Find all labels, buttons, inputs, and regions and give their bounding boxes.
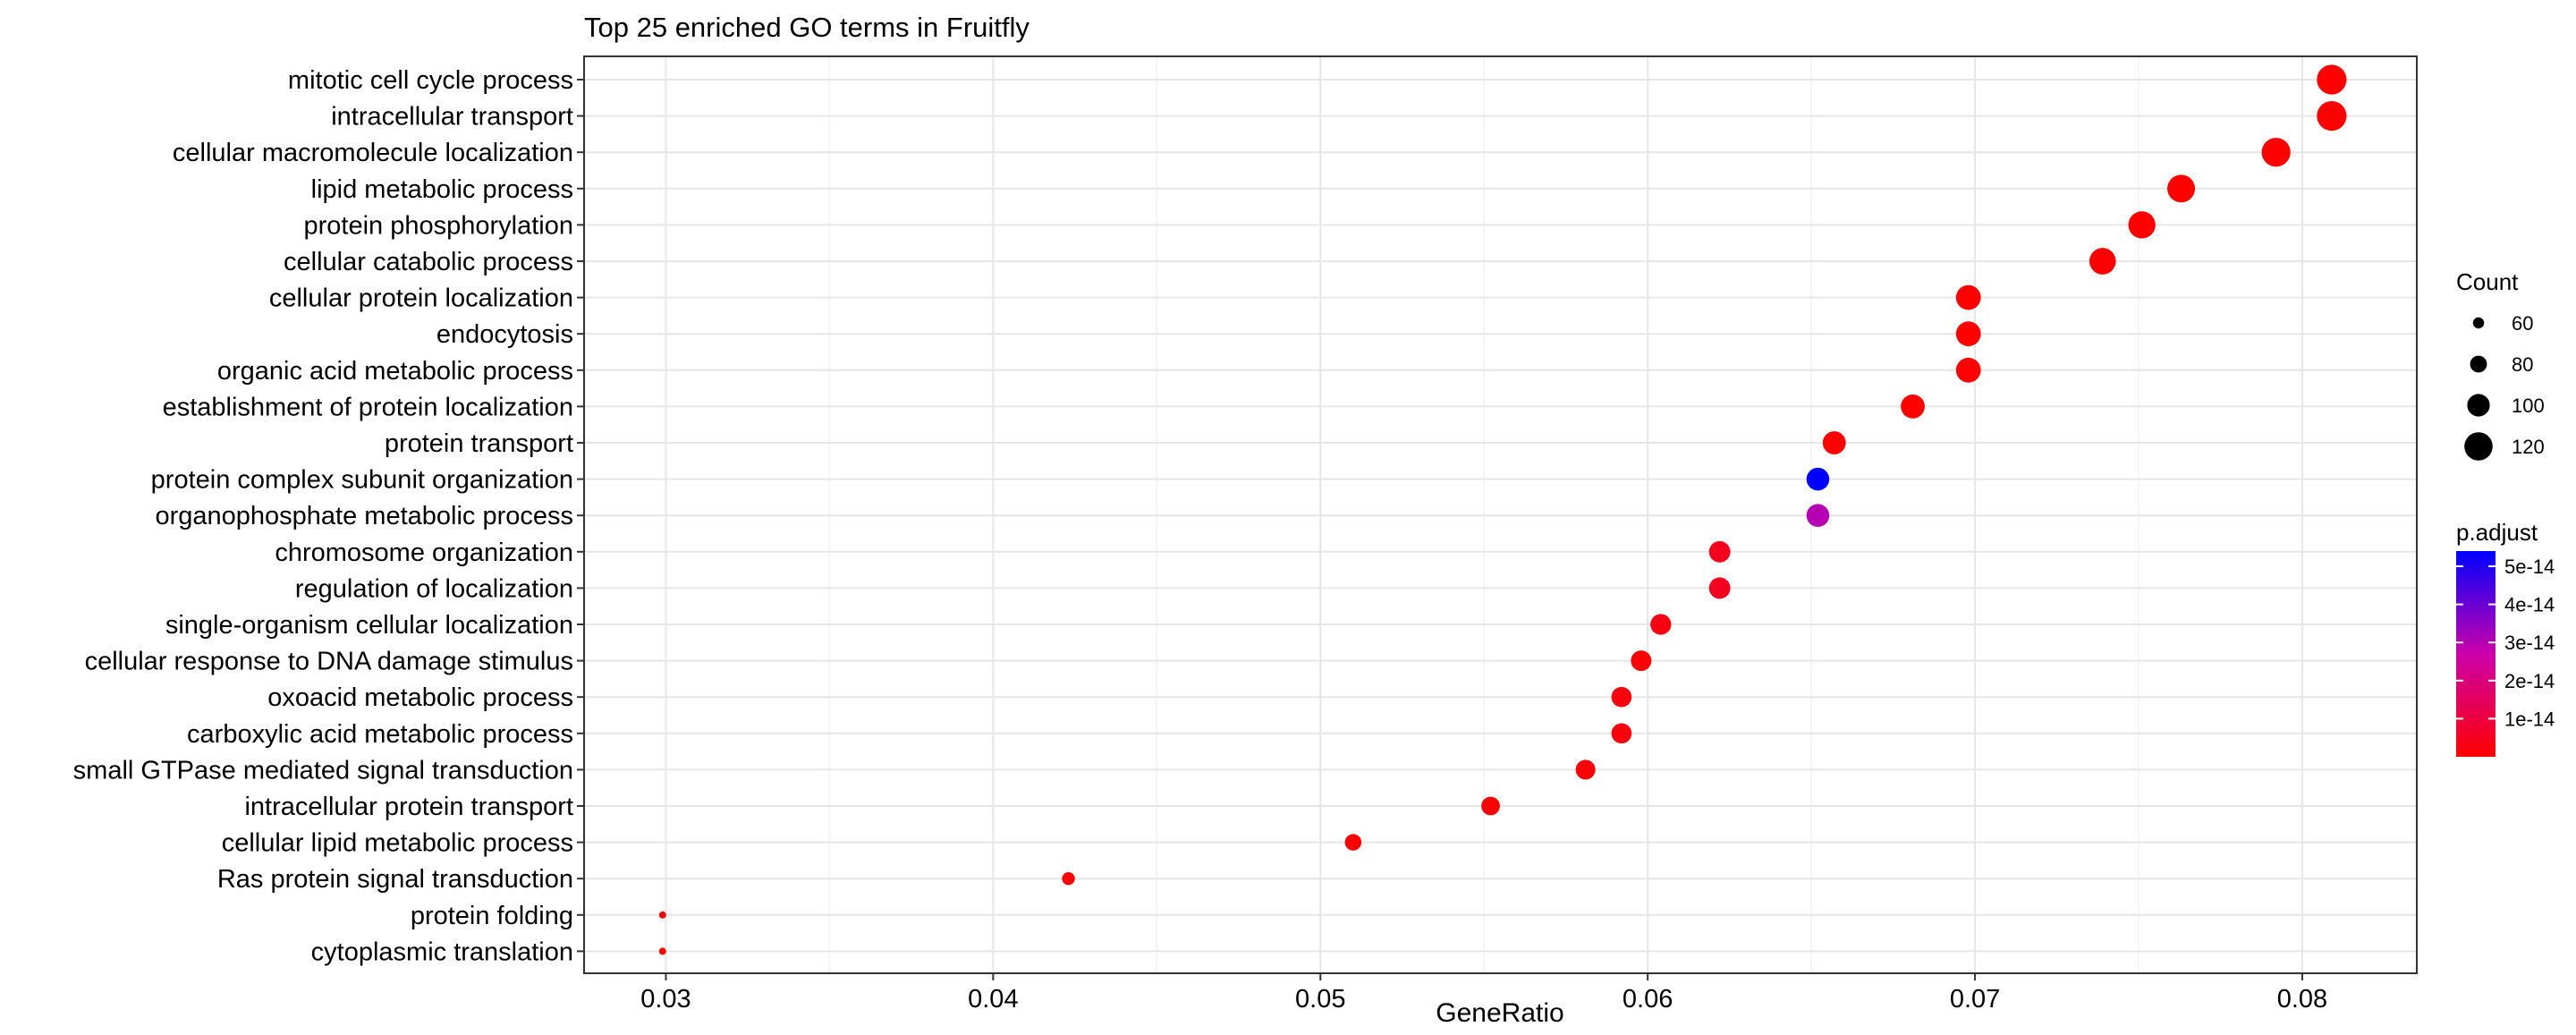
data-point xyxy=(1708,540,1731,563)
data-point xyxy=(1611,723,1632,744)
data-point xyxy=(658,911,666,919)
color-legend-label: 3e-14 xyxy=(2504,632,2555,654)
y-tick-label: mitotic cell cycle process xyxy=(288,66,573,95)
data-point xyxy=(1575,759,1596,780)
y-tick-label: protein phosphorylation xyxy=(304,211,573,240)
data-point xyxy=(1650,614,1672,635)
y-tick-label: establishment of protein localization xyxy=(163,393,573,421)
y-tick-label: protein transport xyxy=(385,429,573,458)
y-tick-label: regulation of localization xyxy=(295,574,573,603)
y-tick-label: protein folding xyxy=(411,902,573,930)
color-legend-label: 1e-14 xyxy=(2504,708,2555,730)
data-point xyxy=(2317,101,2347,131)
y-tick-label: organic acid metabolic process xyxy=(217,357,573,386)
data-point xyxy=(1901,394,1925,419)
data-point xyxy=(1806,504,1830,527)
y-tick-label: small GTPase mediated signal transductio… xyxy=(73,756,573,785)
y-tick-label: cellular protein localization xyxy=(269,284,573,313)
x-tick-label: 0.03 xyxy=(640,985,691,1014)
data-point xyxy=(2089,248,2116,275)
y-tick-label: oxoacid metabolic process xyxy=(267,683,573,712)
x-tick-label: 0.08 xyxy=(2277,985,2327,1014)
y-tick-label: endocytosis xyxy=(436,320,573,349)
data-point xyxy=(1955,321,1981,347)
data-point xyxy=(1955,357,1981,383)
x-tick-label: 0.06 xyxy=(1623,985,1673,1014)
y-axis-labels: mitotic cell cycle process intracellular … xyxy=(73,66,584,966)
data-point xyxy=(1708,577,1731,599)
x-axis-title: GeneRatio xyxy=(1436,998,1563,1028)
y-tick-label: cytoplasmic translation xyxy=(311,937,573,966)
color-legend-label: 2e-14 xyxy=(2504,670,2555,692)
color-legend: p.adjust 1e-14 2e-14 3e-14 4e-14 5e-14 xyxy=(2456,519,2555,757)
y-tick-label: cellular lipid metabolic process xyxy=(222,829,573,858)
y-tick-label: cellular catabolic process xyxy=(284,248,573,276)
y-tick-label: intracellular transport xyxy=(331,103,573,131)
y-tick-label: chromosome organization xyxy=(275,539,573,567)
size-legend-label: 100 xyxy=(2512,394,2545,417)
data-point xyxy=(2128,211,2156,239)
data-point xyxy=(1631,650,1652,672)
data-point xyxy=(658,947,666,955)
data-point xyxy=(1806,467,1830,491)
size-legend-label: 60 xyxy=(2512,312,2533,335)
data-point xyxy=(2167,174,2196,203)
y-tick-label: carboxylic acid metabolic process xyxy=(187,720,573,749)
size-legend: Count 60 80 100 120 xyxy=(2456,268,2545,461)
size-legend-title: Count xyxy=(2456,268,2519,295)
y-tick-label: intracellular protein transport xyxy=(244,793,573,821)
size-legend-key xyxy=(2470,355,2487,373)
y-tick-label: organophosphate metabolic process xyxy=(155,502,573,530)
y-tick-label: Ras protein signal transduction xyxy=(217,865,573,894)
y-tick-label: lipid metabolic process xyxy=(311,175,573,204)
color-legend-label: 4e-14 xyxy=(2504,594,2555,616)
x-tick-label: 0.07 xyxy=(1950,985,2000,1014)
data-points xyxy=(658,64,2347,955)
grid-lines xyxy=(584,56,2417,973)
size-legend-key xyxy=(2464,432,2493,461)
data-point xyxy=(2261,138,2291,167)
chart-title: Top 25 enriched GO terms in Fruitfly xyxy=(584,12,1030,43)
y-tick-label: cellular response to DNA damage stimulus xyxy=(85,648,573,676)
size-legend-key xyxy=(2467,394,2490,417)
size-legend-label: 80 xyxy=(2512,353,2533,376)
x-axis-ticks: 0.03 0.04 0.05 0.06 0.07 0.08 xyxy=(640,973,2327,1014)
color-legend-title: p.adjust xyxy=(2456,519,2538,546)
data-point xyxy=(1822,431,1846,454)
size-legend-key xyxy=(2472,317,2485,329)
x-tick-label: 0.05 xyxy=(1295,985,1345,1014)
color-legend-label: 5e-14 xyxy=(2504,556,2555,578)
size-legend-label: 120 xyxy=(2512,436,2545,458)
data-point xyxy=(1611,686,1632,708)
y-tick-label: cellular macromolecule localization xyxy=(173,139,573,167)
data-point xyxy=(1481,796,1500,816)
data-point xyxy=(2317,64,2347,95)
y-tick-label: single-organism cellular localization xyxy=(165,611,573,640)
x-tick-label: 0.04 xyxy=(968,985,1018,1014)
y-tick-label: protein complex subunit organization xyxy=(151,466,573,495)
data-point xyxy=(1955,284,1981,310)
color-bar xyxy=(2456,551,2496,757)
data-point xyxy=(1344,834,1362,851)
data-point xyxy=(1062,872,1075,886)
